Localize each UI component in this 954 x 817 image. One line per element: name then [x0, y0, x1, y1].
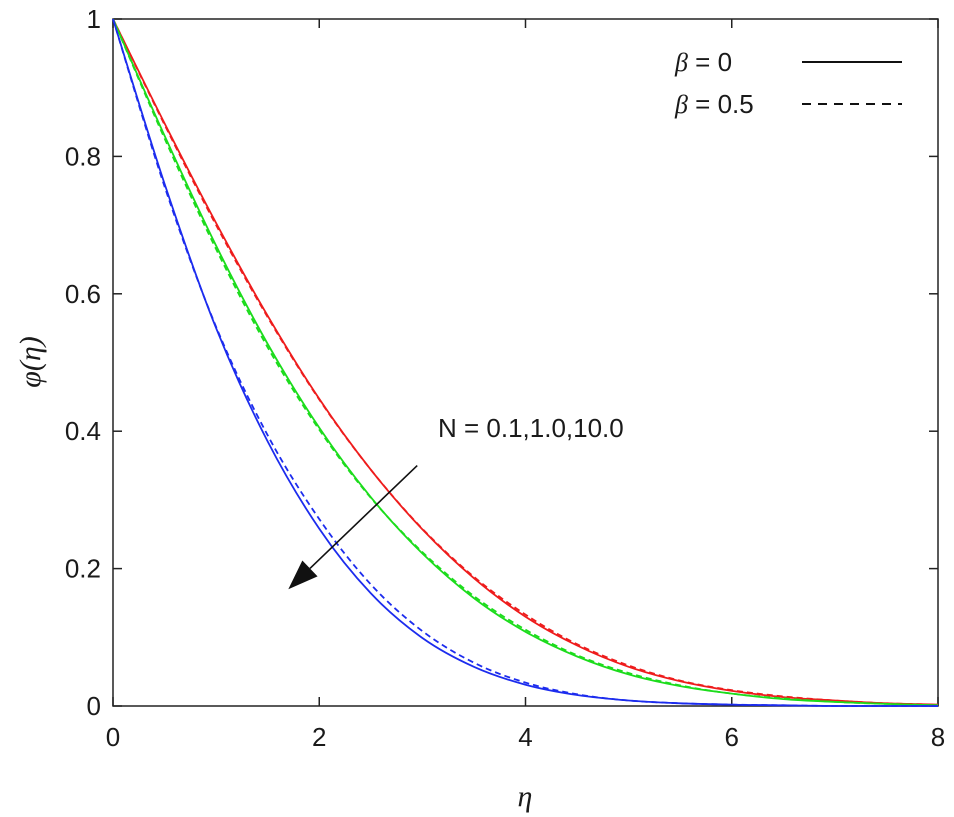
x-tick-label-3: 6	[725, 722, 739, 752]
y-axis-title: φ(η)	[14, 336, 47, 387]
annotation-label: N = 0.1,1.0,10.0	[438, 413, 624, 443]
series-line-2	[112, 18, 939, 707]
legend-entry-1-symbol: β	[674, 48, 688, 77]
x-tick-label-4: 8	[931, 722, 945, 752]
series-line-5	[112, 18, 938, 707]
annotation-arrow-shaft	[309, 464, 418, 570]
y-tick-label-1: 0.2	[65, 554, 101, 584]
axis-ticks: 0 2 4 6 8 0 0.2 0.4 0.6 0.8 1	[65, 4, 945, 752]
x-tick-label-1: 2	[312, 722, 326, 752]
y-tick-label-3: 0.6	[65, 279, 101, 309]
annotation-arrow-head	[288, 560, 318, 590]
series-line-3	[112, 18, 939, 707]
legend-entry-1-label: β = 0	[674, 47, 732, 77]
annotation-arrow	[288, 464, 418, 590]
y-tick-label-4: 0.8	[65, 141, 101, 171]
x-tick-label-2: 4	[518, 722, 532, 752]
legend-entry-2-text: = 0.5	[688, 89, 754, 119]
series-line-0	[112, 18, 939, 706]
plot-frame	[112, 18, 939, 707]
legend: β = 0 β = 0.5	[674, 47, 902, 119]
series-line-1	[112, 18, 939, 706]
legend-entry-2-label: β = 0.5	[674, 89, 754, 119]
series-layer	[112, 18, 939, 707]
y-tick-label-2: 0.4	[65, 416, 101, 446]
series-line-4	[112, 18, 938, 707]
legend-entry-1-text: = 0	[688, 47, 732, 77]
x-tick-label-0: 0	[106, 722, 120, 752]
legend-entry-2-symbol: β	[674, 90, 688, 119]
x-axis-title: η	[518, 780, 533, 813]
y-tick-label-5: 1	[87, 4, 101, 34]
y-tick-label-0: 0	[87, 691, 101, 721]
